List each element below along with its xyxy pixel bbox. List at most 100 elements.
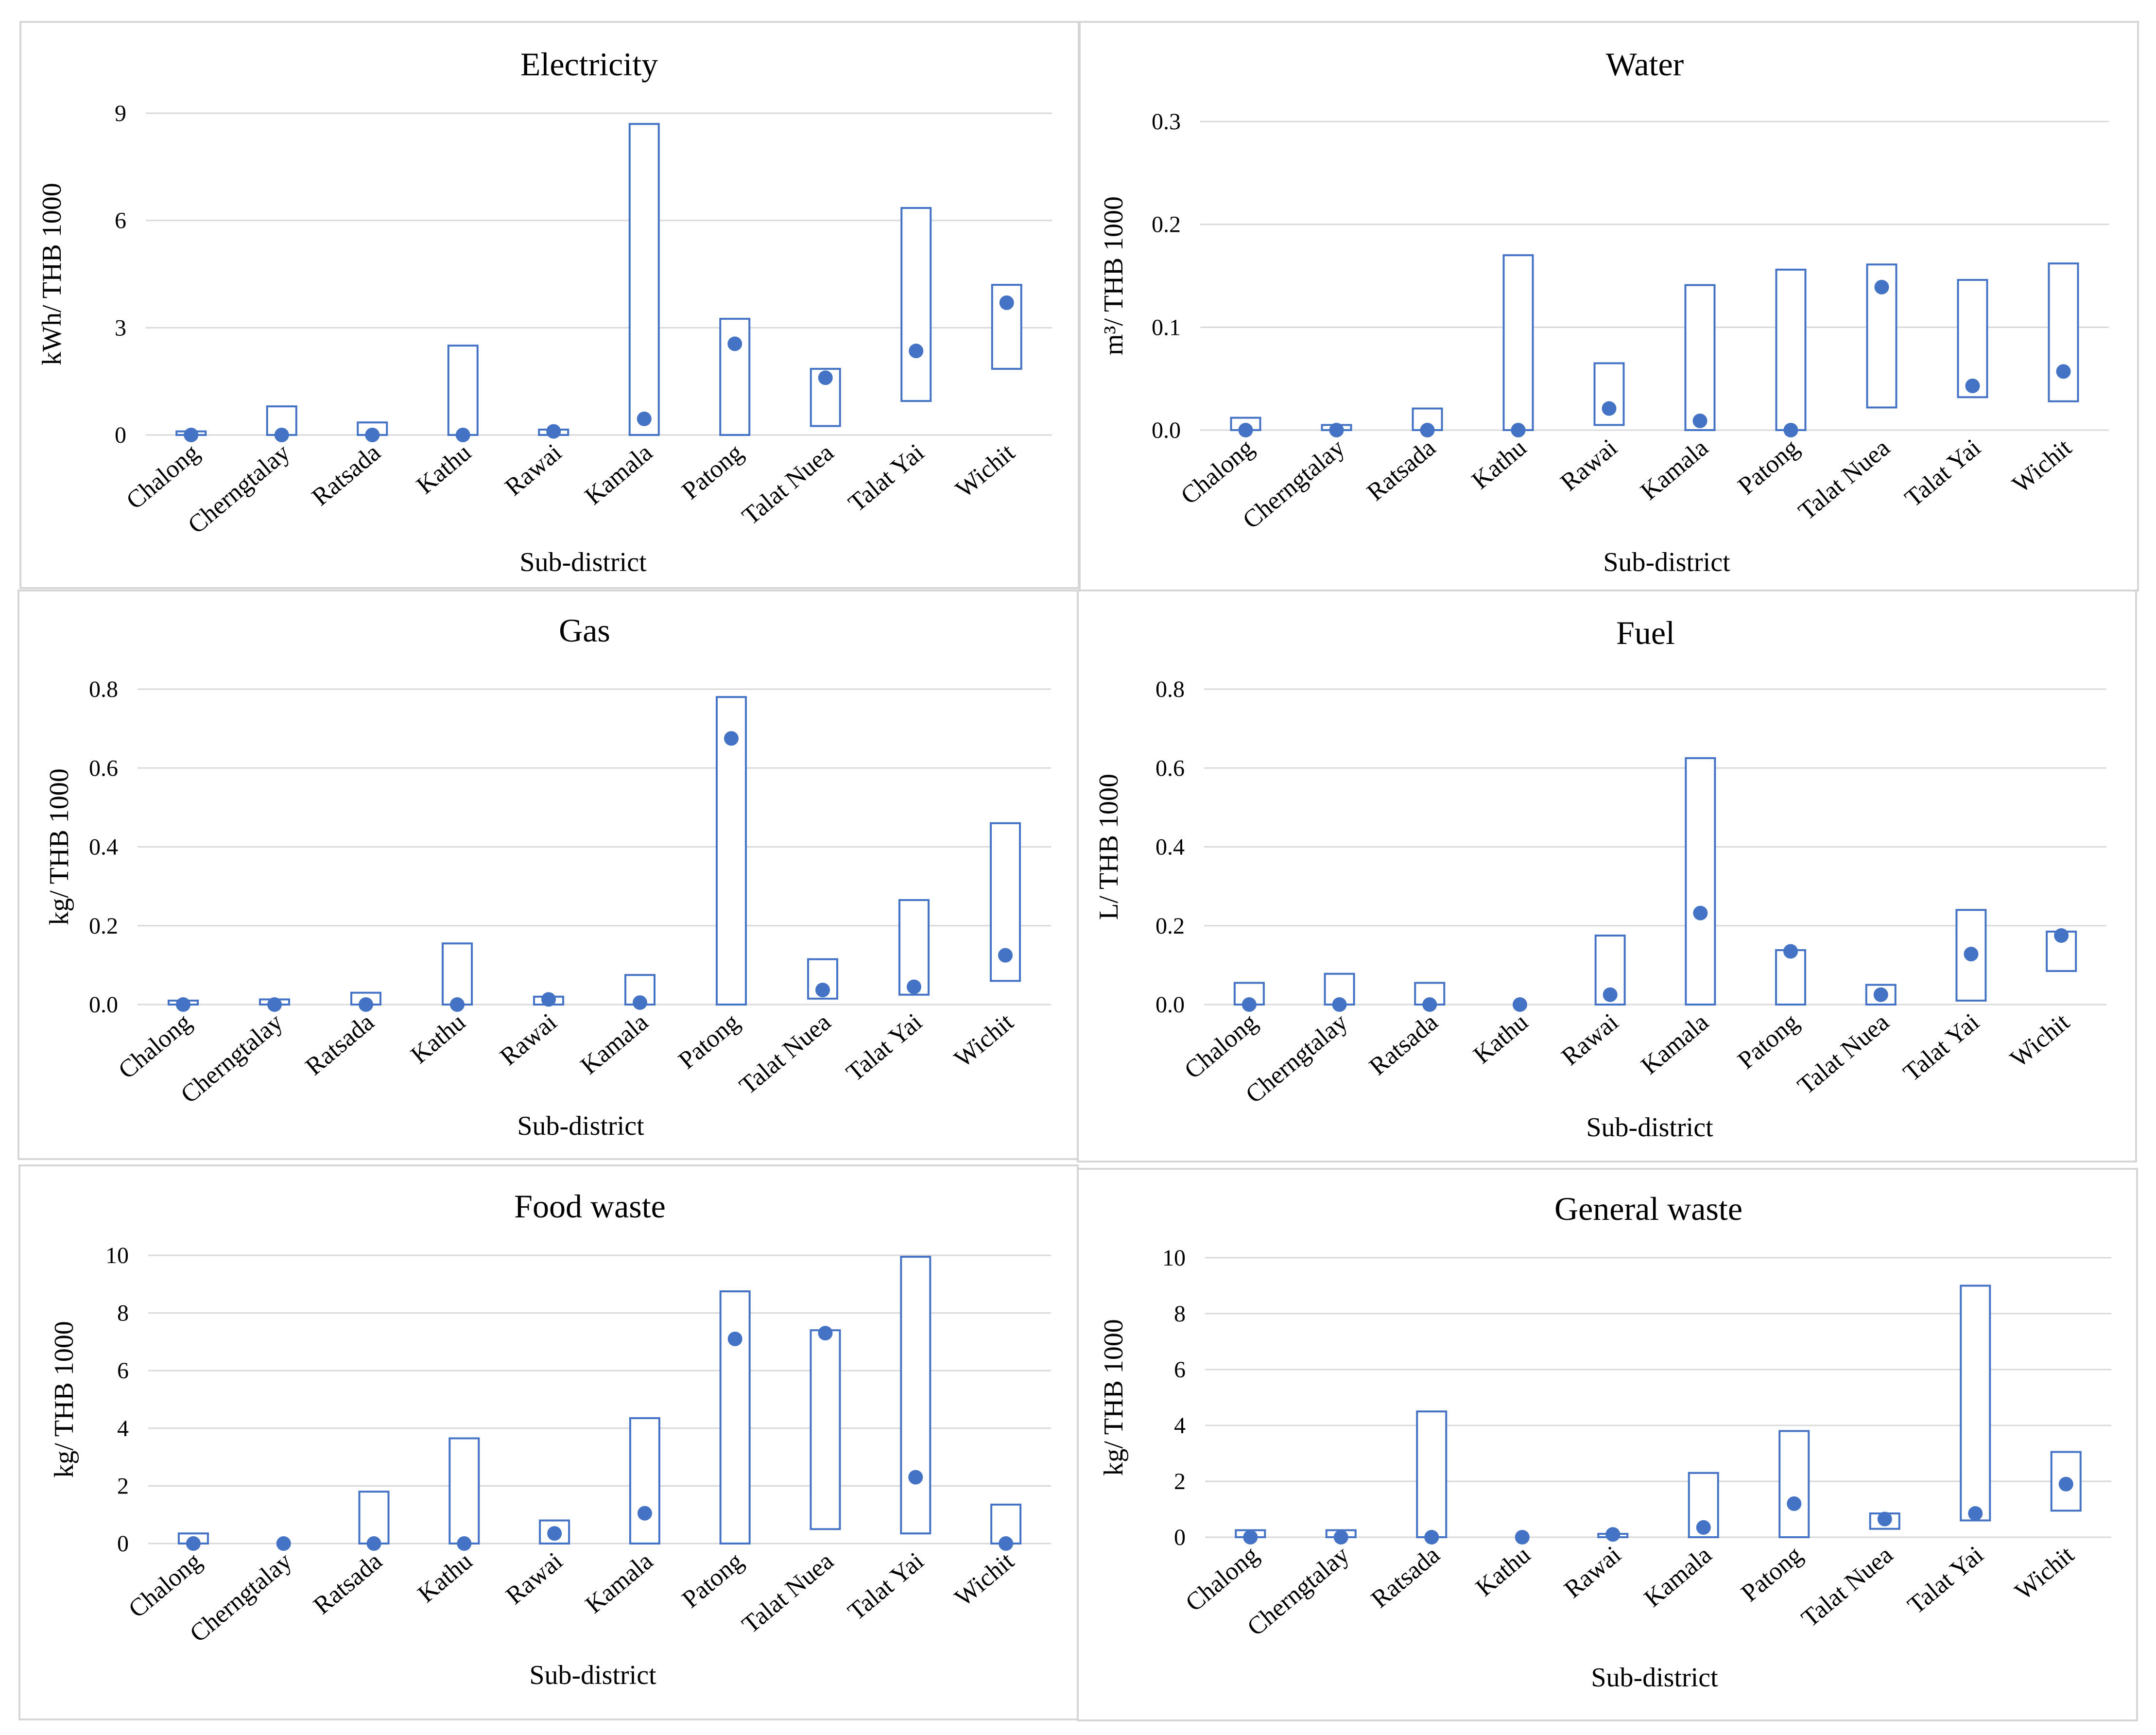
data-point <box>184 428 199 442</box>
data-point <box>455 428 470 442</box>
y-tick-label: 4 <box>1174 1413 1186 1439</box>
range-bar <box>628 123 660 436</box>
data-point <box>818 370 833 385</box>
y-tick-label: 8 <box>1174 1301 1186 1327</box>
x-axis-label: Sub-district <box>519 547 647 577</box>
y-axis-label: kg/ THB 1000 <box>1099 1319 1129 1476</box>
range-bar <box>442 942 473 1006</box>
data-point <box>1512 997 1527 1012</box>
y-tick-label: 4 <box>117 1416 129 1441</box>
y-tick-label: 0.8 <box>89 677 118 702</box>
data-point <box>998 948 1013 963</box>
y-tick-label: 3 <box>115 315 126 341</box>
y-tick-label: 2 <box>1174 1469 1186 1494</box>
y-tick-label: 0.6 <box>1156 755 1185 781</box>
data-point <box>276 1536 291 1551</box>
data-point <box>1692 413 1708 428</box>
range-bar <box>719 1290 751 1544</box>
range-bar <box>900 1255 931 1535</box>
y-tick-label: 0 <box>117 1531 129 1557</box>
x-axis-label: Sub-district <box>529 1660 656 1690</box>
data-point <box>547 1526 562 1541</box>
data-point <box>1602 401 1617 416</box>
y-tick-label: 10 <box>105 1243 129 1268</box>
data-point <box>457 1536 472 1551</box>
x-axis-label: Sub-district <box>1586 1112 1713 1143</box>
y-tick-label: 0.0 <box>1152 417 1181 443</box>
range-bar <box>719 317 751 436</box>
data-point <box>186 1536 201 1551</box>
y-axis-label: m³/ THB 1000 <box>1099 196 1129 355</box>
data-point <box>1873 987 1888 1002</box>
y-tick-label: 0.2 <box>1156 913 1185 939</box>
data-point <box>1874 279 1889 295</box>
y-tick-label: 0.4 <box>89 834 118 860</box>
data-point <box>1968 1506 1983 1521</box>
data-point <box>908 1470 923 1485</box>
y-tick-label: 0.2 <box>89 913 118 939</box>
y-tick-label: 0.0 <box>89 992 118 1018</box>
y-axis-label: kWh/ THB 1000 <box>37 183 67 365</box>
range-bar <box>624 974 655 1006</box>
range-bar <box>629 1417 660 1544</box>
data-point <box>909 344 924 359</box>
data-point <box>176 997 190 1012</box>
range-bar <box>1957 278 1988 399</box>
data-point <box>1605 1527 1621 1542</box>
range-bar <box>1775 268 1807 431</box>
y-tick-label: 0.4 <box>1156 834 1185 860</box>
panel-frame <box>17 590 1079 1160</box>
y-tick-label: 0 <box>1174 1525 1186 1550</box>
data-point <box>2058 1476 2073 1492</box>
range-bar <box>898 899 930 996</box>
range-bar <box>358 1491 390 1545</box>
chart-title: Electricity <box>520 46 658 83</box>
range-bar <box>1502 254 1534 432</box>
chart-title: Food waste <box>514 1188 666 1225</box>
data-point <box>999 1536 1014 1551</box>
x-axis-label: Sub-district <box>1591 1663 1718 1693</box>
data-point <box>1783 423 1798 437</box>
y-tick-label: 0.2 <box>1152 212 1181 238</box>
data-point <box>1333 1530 1348 1544</box>
data-point <box>815 982 830 997</box>
y-tick-label: 0.3 <box>1152 109 1181 135</box>
data-point <box>1964 947 1979 962</box>
y-tick-label: 9 <box>115 101 126 126</box>
chart-panel-5: 0 2 4 6 8 10 General waste kg/ THB 1000 Sub-dist… <box>1077 1168 2138 1721</box>
data-point <box>1422 997 1437 1012</box>
data-point <box>1693 905 1708 920</box>
data-point <box>546 424 561 439</box>
data-point <box>274 428 289 442</box>
y-tick-label: 0 <box>115 422 126 448</box>
range-bar <box>1960 1284 1991 1522</box>
data-point <box>633 995 647 1010</box>
range-bar <box>447 345 479 436</box>
data-point <box>999 295 1014 310</box>
data-point <box>1783 944 1798 959</box>
data-point <box>818 1326 833 1341</box>
chart-panel-1: 0.0 0.1 0.2 0.3 Water m³/ THB 1000 Sub-distric… <box>1079 21 2139 591</box>
data-point <box>1238 423 1253 437</box>
x-axis-label: Sub-district <box>1603 547 1730 577</box>
y-tick-label: 0.1 <box>1152 314 1181 340</box>
y-tick-label: 0.6 <box>89 755 118 781</box>
y-axis-label: L/ THB 1000 <box>1094 774 1124 920</box>
chart-panel-4: 0 2 4 6 8 10 Food waste kg/ THB 1000 Sub-distric… <box>18 1164 1079 1720</box>
chart-panel-3: 0.0 0.2 0.4 0.6 0.8 Fuel L/ THB 1000 Sub-distri… <box>1077 590 2137 1162</box>
panel-frame <box>1077 590 2137 1162</box>
y-tick-label: 8 <box>117 1301 129 1326</box>
data-point <box>637 411 652 426</box>
data-point <box>2056 364 2071 379</box>
data-point <box>1877 1511 1892 1527</box>
range-bar <box>1685 757 1716 1006</box>
x-axis-label: Sub-district <box>517 1111 644 1141</box>
y-tick-label: 2 <box>117 1473 129 1499</box>
range-bar <box>1594 935 1626 1006</box>
data-point <box>1515 1530 1530 1544</box>
data-point <box>724 731 739 746</box>
chart-title: General waste <box>1554 1190 1742 1227</box>
data-point <box>1696 1520 1711 1535</box>
y-tick-label: 6 <box>117 1358 129 1384</box>
